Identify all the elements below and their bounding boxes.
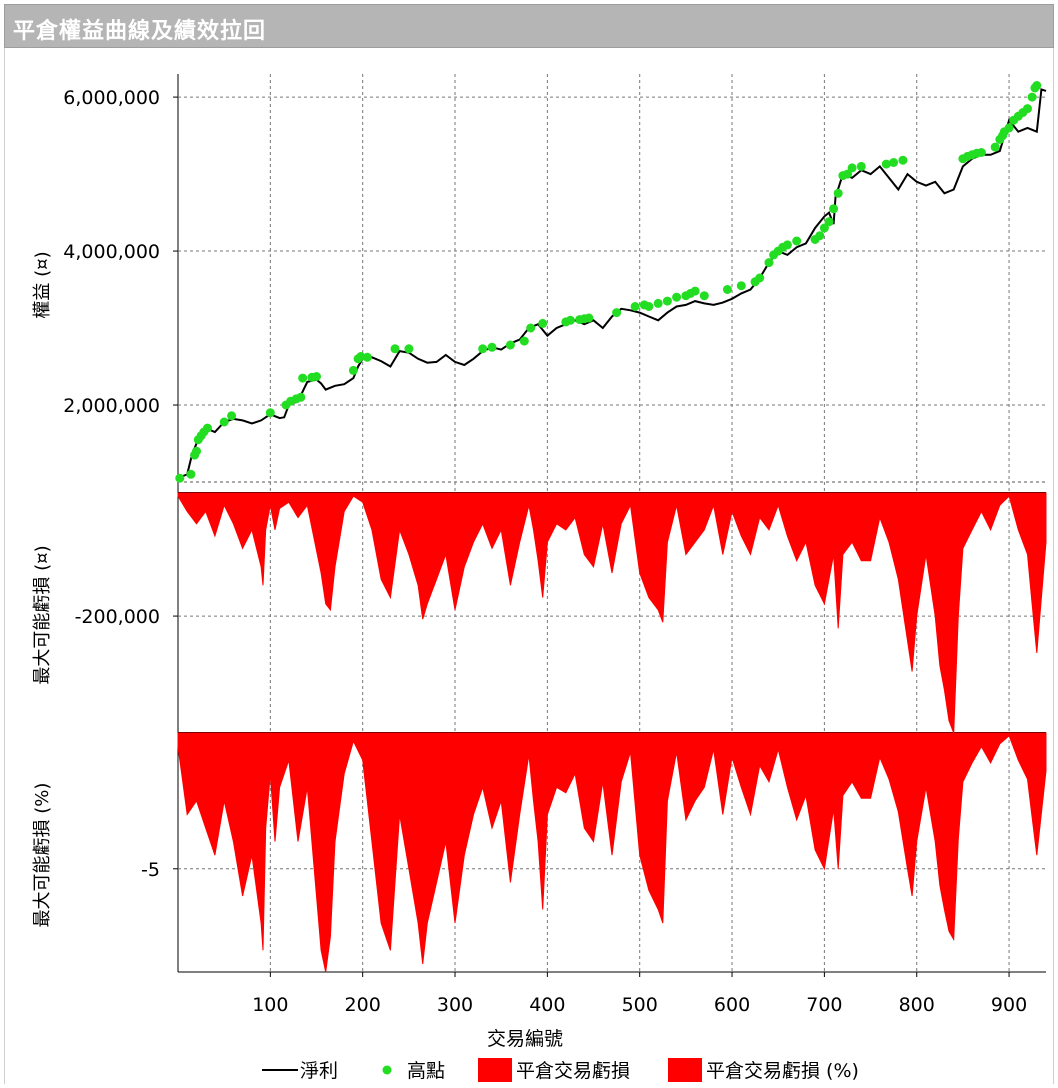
high-point [265,408,275,418]
equity-series [175,81,1047,483]
high-point [764,258,774,268]
high-point [526,323,536,333]
y-title-equity: 權益 (¤) [32,251,53,318]
high-point [792,236,802,246]
high-point [889,158,899,167]
high-point [1023,104,1032,114]
high-point [690,286,700,296]
high-point [487,342,497,352]
legend-highs-label: 高點 [407,1060,445,1082]
x-tick-label-700: 700 [806,994,842,1016]
high-point [584,313,594,323]
drawdown-area-drawdown_abs [177,492,1047,734]
legend-drawdown-pct-swatch [668,1058,702,1082]
high-point [833,188,843,198]
y-title-drawdown-pct: 最大可能虧損 (%) [32,783,53,928]
y-tick-label-drawdown_pct: -5 [141,859,160,881]
legend-drawdown-pct-label: 平倉交易虧損 (%) [706,1060,859,1082]
y-tick-label-equity: 2,000,000 [63,395,160,417]
x-tick-label-900: 900 [991,994,1027,1016]
high-point [976,148,986,157]
high-point [227,411,237,421]
x-tick-label-800: 800 [899,994,935,1016]
high-point [478,344,488,354]
drawdown-area-drawdown_pct [177,732,1047,973]
high-point [390,344,400,354]
x-tick-label-300: 300 [437,994,473,1016]
net-profit-line [177,88,1047,480]
high-point [847,163,857,173]
high-point [829,204,839,214]
high-point [186,469,196,479]
high-point [672,292,682,302]
y-tick-label-equity: 6,000,000 [63,87,160,109]
high-point [565,315,575,325]
legend-highs-swatch [382,1065,392,1075]
high-point [898,155,908,165]
y-tick-label-drawdown_abs: -200,000 [75,606,160,628]
high-point [192,446,201,456]
high-point [856,161,866,171]
x-tick-label-600: 600 [714,994,750,1016]
legend: 淨利 高點 平倉交易虧損 平倉交易虧損 (%) [262,1058,859,1082]
y-title-drawdown: 最大可能虧損 (¤) [32,545,53,684]
high-point [843,169,852,179]
high-point [755,273,765,283]
high-point [782,240,792,250]
high-point [815,231,825,241]
high-point [296,392,306,402]
high-point [298,373,308,383]
high-point [175,473,185,483]
x-axis-ticks: 100 200 300 400 500 600 700 800 900 [252,972,1027,1016]
high-point [404,344,414,354]
high-point [653,298,663,308]
high-point [881,159,891,169]
x-tick-label-400: 400 [529,994,565,1016]
x-tick-label-500: 500 [622,994,658,1016]
high-point [699,291,709,301]
high-point [1027,92,1037,102]
x-tick-label-100: 100 [252,994,288,1016]
high-point [312,372,321,381]
y-axis-labels: 2,000,000 4,000,000 6,000,000 -200,000 -5 [63,87,178,881]
high-point [348,365,358,375]
high-point [819,223,829,233]
high-point [505,340,515,350]
legend-net-profit-label: 淨利 [300,1060,338,1082]
high-point [362,352,372,362]
high-point [519,336,529,346]
high-point [990,142,1000,152]
high-point [1032,81,1042,90]
drawdown-areas [177,492,1047,973]
y-tick-label-equity: 4,000,000 [63,241,160,263]
high-point [722,285,732,294]
high-point [203,423,212,433]
high-point [538,318,548,328]
high-point [1004,123,1014,133]
high-point [612,308,622,318]
x-tick-label-200: 200 [345,994,381,1016]
high-point [644,302,654,311]
high-point [736,281,746,291]
legend-drawdown-label: 平倉交易虧損 [516,1060,630,1082]
window-title: 平倉權益曲線及績效拉回 [13,19,267,44]
high-point [662,296,672,306]
high-point [630,302,640,311]
title-bar: 平倉權益曲線及績效拉回 [4,4,1054,48]
chart-frame [4,48,1054,1084]
high-point [824,217,834,227]
legend-drawdown-swatch [478,1058,512,1082]
high-point [219,417,229,427]
x-axis-title: 交易編號 [487,1028,563,1050]
